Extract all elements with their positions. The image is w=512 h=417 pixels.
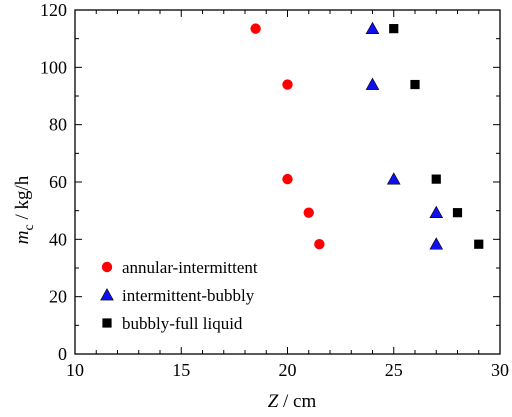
y-tick-label: 60 — [49, 172, 67, 192]
y-tick-label: 120 — [40, 0, 67, 20]
square-data-point — [431, 174, 441, 184]
ticks — [74, 9, 501, 355]
circle-data-point — [282, 173, 293, 185]
circle-data-point — [250, 23, 261, 34]
x-axis-var: Z — [268, 391, 279, 412]
legend-label: annular-intermittent — [122, 258, 258, 277]
square-data-point — [410, 79, 420, 90]
y-tick-label: 20 — [49, 287, 67, 307]
x-tick-label: 30 — [491, 360, 509, 380]
x-tick-label: 25 — [385, 360, 403, 380]
x-tick-label: 10 — [66, 360, 84, 380]
x-tick-label: 15 — [172, 360, 190, 380]
y-axis-title: mc / kg/h — [12, 175, 37, 244]
y-axis-subscript: c — [22, 224, 37, 230]
legend-label: intermittent-bubbly — [122, 286, 255, 305]
x-tick-labels: 10 15 20 25 30 — [66, 360, 509, 380]
triangle-data-point — [365, 77, 380, 90]
triangle-data-point — [429, 237, 444, 250]
circle-data-point — [314, 239, 325, 250]
y-axis-unit: / kg/h — [12, 175, 33, 224]
y-tick-label: 40 — [49, 229, 67, 249]
y-tick-label: 0 — [58, 344, 67, 364]
square-data-point — [452, 208, 463, 218]
legend-label: bubbly-full liquid — [122, 314, 243, 333]
y-axis-var: m — [12, 231, 33, 245]
legend-circle-marker — [101, 261, 113, 273]
circle-data-point — [282, 79, 293, 90]
legend-square-marker — [102, 318, 112, 328]
circle-data-point — [303, 207, 314, 218]
data-points — [250, 21, 484, 250]
y-tick-label: 100 — [40, 57, 67, 77]
x-tick-label: 20 — [279, 360, 297, 380]
legend-triangle-marker — [100, 288, 114, 301]
legend: annular-intermittent intermittent-bubbly b… — [100, 258, 258, 333]
y-tick-label: 80 — [49, 115, 67, 135]
triangle-data-point — [386, 172, 401, 185]
y-tick-labels: 0 20 40 60 80 100 120 — [40, 0, 67, 364]
triangle-data-point — [365, 21, 380, 34]
triangle-data-point — [429, 205, 444, 219]
x-axis-unit: / cm — [278, 391, 316, 412]
square-data-point — [389, 24, 399, 34]
square-data-point — [474, 239, 484, 249]
x-axis-title: Z / cm — [268, 391, 317, 412]
